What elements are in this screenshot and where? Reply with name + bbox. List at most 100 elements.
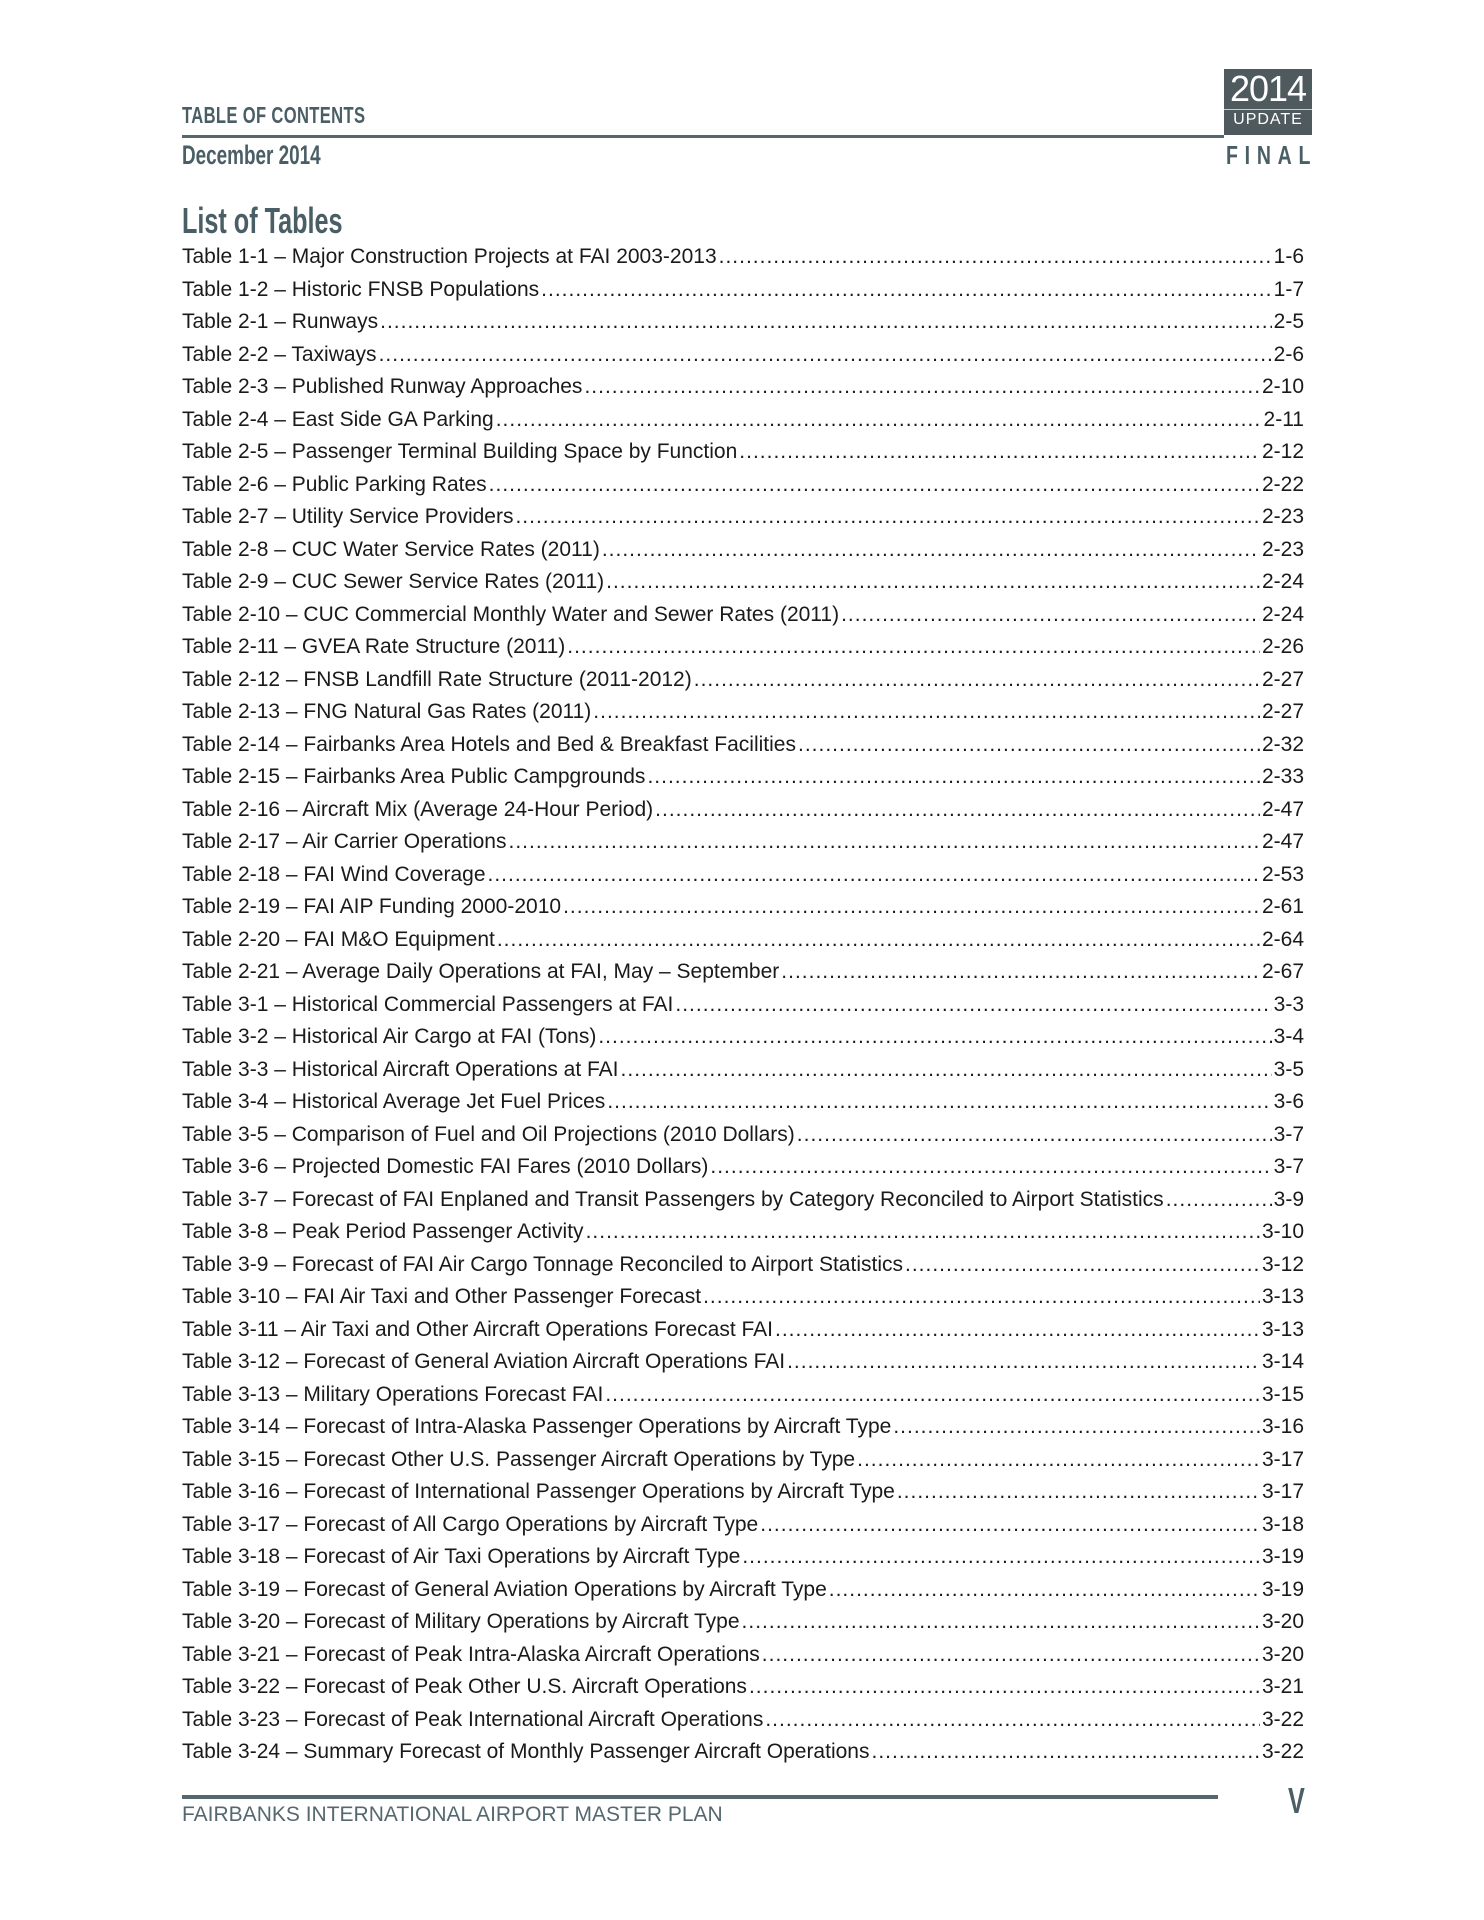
toc-entry[interactable]: Table 2-4 – East Side GA Parking 2-11 bbox=[182, 404, 1304, 437]
toc-entry-label[interactable]: Table 3-16 – Forecast of International P… bbox=[182, 1480, 895, 1503]
toc-entry-label[interactable]: Table 3-22 – Forecast of Peak Other U.S.… bbox=[182, 1675, 747, 1698]
toc-entry[interactable]: Table 3-24 – Summary Forecast of Monthly… bbox=[182, 1736, 1304, 1769]
toc-entry-label[interactable]: Table 1-2 – Historic FNSB Populations bbox=[182, 277, 540, 301]
toc-entry[interactable]: Table 3-13 – Military Operations Forecas… bbox=[182, 1379, 1304, 1412]
toc-entry[interactable]: Table 3-9 – Forecast of FAI Air Cargo To… bbox=[182, 1249, 1304, 1282]
toc-entry-label[interactable]: Table 2-6 – Public Parking Rates bbox=[182, 472, 487, 496]
toc-entry[interactable]: Table 2-9 – CUC Sewer Service Rates (201… bbox=[182, 566, 1304, 599]
toc-entry[interactable]: Table 3-3 – Historical Aircraft Operatio… bbox=[182, 1054, 1304, 1087]
toc-entry-label[interactable]: Table 3-14 – Forecast of Intra-Alaska Pa… bbox=[182, 1415, 892, 1438]
toc-entry-label[interactable]: Table 2-13 – FNG Natural Gas Rates (2011… bbox=[182, 700, 592, 723]
toc-entry[interactable]: Table 2-8 – CUC Water Service Rates (201… bbox=[182, 534, 1304, 567]
toc-entry-label[interactable]: Table 3-10 – FAI Air Taxi and Other Pass… bbox=[182, 1285, 702, 1308]
toc-entry-label[interactable]: Table 3-19 – Forecast of General Aviatio… bbox=[182, 1577, 827, 1601]
toc-entry-page: 3-9 bbox=[1273, 1187, 1304, 1211]
toc-entry-label[interactable]: Table 2-7 – Utility Service Providers bbox=[182, 505, 514, 528]
toc-entry-label[interactable]: Table 2-14 – Fairbanks Area Hotels and B… bbox=[182, 732, 796, 756]
toc-entry-label[interactable]: Table 3-21 – Forecast of Peak Intra-Alas… bbox=[182, 1642, 760, 1666]
toc-entry[interactable]: Table 2-2 – Taxiways 2-6 bbox=[182, 339, 1304, 372]
toc-entry[interactable]: Table 3-6 – Projected Domestic FAI Fares… bbox=[182, 1151, 1304, 1184]
toc-entry[interactable]: Table 3-17 – Forecast of All Cargo Opera… bbox=[182, 1509, 1304, 1542]
toc-entry[interactable]: Table 3-12 – Forecast of General Aviatio… bbox=[182, 1346, 1304, 1379]
toc-entry-label[interactable]: Table 3-7 – Forecast of FAI Enplaned and… bbox=[182, 1187, 1164, 1211]
toc-entry-label[interactable]: Table 2-10 – CUC Commercial Monthly Wate… bbox=[182, 602, 840, 626]
toc-entry-page: 2-27 bbox=[1261, 667, 1304, 691]
toc-entry[interactable]: Table 2-20 – FAI M&O Equipment 2-64 bbox=[182, 924, 1304, 957]
toc-entry-label[interactable]: Table 2-1 – Runways bbox=[182, 310, 379, 333]
toc-entry[interactable]: Table 1-1 – Major Construction Projects … bbox=[182, 241, 1304, 274]
toc-entry-label[interactable]: Table 3-13 – Military Operations Forecas… bbox=[182, 1382, 604, 1406]
toc-entry[interactable]: Table 3-23 – Forecast of Peak Internatio… bbox=[182, 1704, 1304, 1737]
toc-entry[interactable]: Table 3-8 – Peak Period Passenger Activi… bbox=[182, 1216, 1304, 1249]
toc-entry[interactable]: Table 2-19 – FAI AIP Funding 2000-2010 2-… bbox=[182, 891, 1304, 924]
toc-entry[interactable]: Table 2-16 – Aircraft Mix (Average 24-Ho… bbox=[182, 794, 1304, 827]
toc-entry-label[interactable]: Table 2-11 – GVEA Rate Structure (2011) bbox=[182, 635, 566, 658]
toc-entry[interactable]: Table 3-16 – Forecast of International P… bbox=[182, 1476, 1304, 1509]
toc-entry[interactable]: Table 2-14 – Fairbanks Area Hotels and B… bbox=[182, 729, 1304, 762]
toc-entry[interactable]: Table 3-2 – Historical Air Cargo at FAI … bbox=[182, 1021, 1304, 1054]
toc-entry-label[interactable]: Table 3-24 – Summary Forecast of Monthly… bbox=[182, 1740, 870, 1763]
toc-entry[interactable]: Table 2-12 – FNSB Landfill Rate Structur… bbox=[182, 664, 1304, 697]
toc-entry-label[interactable]: Table 3-18 – Forecast of Air Taxi Operat… bbox=[182, 1545, 741, 1568]
toc-entry-label[interactable]: Table 2-18 – FAI Wind Coverage bbox=[182, 862, 486, 886]
toc-entry-label[interactable]: Table 3-8 – Peak Period Passenger Activi… bbox=[182, 1220, 584, 1243]
toc-entry-label[interactable]: Table 3-3 – Historical Aircraft Operatio… bbox=[182, 1057, 619, 1081]
toc-entry-label[interactable]: Table 2-8 – CUC Water Service Rates (201… bbox=[182, 537, 600, 561]
toc-entry-label[interactable]: Table 3-4 – Historical Average Jet Fuel … bbox=[182, 1090, 606, 1113]
toc-entry[interactable]: Table 2-15 – Fairbanks Area Public Campg… bbox=[182, 761, 1304, 794]
toc-entry[interactable]: Table 2-18 – FAI Wind Coverage 2-53 bbox=[182, 859, 1304, 892]
toc-entry-page: 2-10 bbox=[1261, 375, 1304, 398]
toc-entry[interactable]: Table 2-7 – Utility Service Providers 2-2… bbox=[182, 501, 1304, 534]
toc-entry-label[interactable]: Table 3-15 – Forecast Other U.S. Passeng… bbox=[182, 1447, 856, 1471]
toc-entry-label[interactable]: Table 3-5 – Comparison of Fuel and Oil P… bbox=[182, 1122, 795, 1146]
toc-entry[interactable]: Table 2-17 – Air Carrier Operations 2-47 bbox=[182, 826, 1304, 859]
toc-entry[interactable]: Table 3-20 – Forecast of Military Operat… bbox=[182, 1606, 1304, 1639]
toc-entry[interactable]: Table 3-11 – Air Taxi and Other Aircraft… bbox=[182, 1314, 1304, 1347]
toc-entry[interactable]: Table 3-21 – Forecast of Peak Intra-Alas… bbox=[182, 1639, 1304, 1672]
toc-entry[interactable]: Table 3-18 – Forecast of Air Taxi Operat… bbox=[182, 1541, 1304, 1574]
toc-entry-label[interactable]: Table 2-15 – Fairbanks Area Public Campg… bbox=[182, 765, 646, 788]
toc-entry[interactable]: Table 3-22 – Forecast of Peak Other U.S.… bbox=[182, 1671, 1304, 1704]
toc-entry-label[interactable]: Table 2-2 – Taxiways bbox=[182, 342, 377, 366]
toc-entry[interactable]: Table 3-1 – Historical Commercial Passen… bbox=[182, 989, 1304, 1022]
toc-entry-label[interactable]: Table 1-1 – Major Construction Projects … bbox=[182, 245, 717, 268]
toc-entry-label[interactable]: Table 2-20 – FAI M&O Equipment bbox=[182, 927, 495, 951]
toc-entry-label[interactable]: Table 2-19 – FAI AIP Funding 2000-2010 bbox=[182, 895, 562, 918]
toc-entry-label[interactable]: Table 3-6 – Projected Domestic FAI Fares… bbox=[182, 1155, 709, 1178]
dot-leader bbox=[675, 989, 1271, 1022]
toc-entry-label[interactable]: Table 3-11 – Air Taxi and Other Aircraft… bbox=[182, 1317, 774, 1341]
toc-entry-label[interactable]: Table 2-5 – Passenger Terminal Building … bbox=[182, 440, 738, 463]
toc-entry[interactable]: Table 3-7 – Forecast of FAI Enplaned and… bbox=[182, 1184, 1304, 1217]
toc-entry[interactable]: Table 3-14 – Forecast of Intra-Alaska Pa… bbox=[182, 1411, 1304, 1444]
toc-entry[interactable]: Table 2-21 – Average Daily Operations at… bbox=[182, 956, 1304, 989]
toc-entry-label[interactable]: Table 3-17 – Forecast of All Cargo Opera… bbox=[182, 1512, 759, 1536]
toc-entry-label[interactable]: Table 3-20 – Forecast of Military Operat… bbox=[182, 1610, 740, 1633]
toc-entry-label[interactable]: Table 2-16 – Aircraft Mix (Average 24-Ho… bbox=[182, 797, 654, 821]
toc-entry[interactable]: Table 2-5 – Passenger Terminal Building … bbox=[182, 436, 1304, 469]
toc-entry[interactable]: Table 3-4 – Historical Average Jet Fuel … bbox=[182, 1086, 1304, 1119]
toc-entry[interactable]: Table 2-3 – Published Runway Approaches 2… bbox=[182, 371, 1304, 404]
toc-entry-label[interactable]: Table 3-9 – Forecast of FAI Air Cargo To… bbox=[182, 1252, 903, 1276]
toc-entry[interactable]: Table 3-5 – Comparison of Fuel and Oil P… bbox=[182, 1119, 1304, 1152]
toc-entry[interactable]: Table 3-19 – Forecast of General Aviatio… bbox=[182, 1574, 1304, 1607]
toc-entry-label[interactable]: Table 3-23 – Forecast of Peak Internatio… bbox=[182, 1707, 764, 1731]
toc-entry-label[interactable]: Table 3-1 – Historical Commercial Passen… bbox=[182, 992, 674, 1016]
toc-entry-label[interactable]: Table 3-12 – Forecast of General Aviatio… bbox=[182, 1350, 786, 1373]
toc-entry-label[interactable]: Table 3-2 – Historical Air Cargo at FAI … bbox=[182, 1025, 597, 1048]
toc-entry[interactable]: Table 2-10 – CUC Commercial Monthly Wate… bbox=[182, 599, 1304, 632]
toc-entry[interactable]: Table 2-13 – FNG Natural Gas Rates (2011… bbox=[182, 696, 1304, 729]
toc-entry[interactable]: Table 2-11 – GVEA Rate Structure (2011) 2… bbox=[182, 631, 1304, 664]
toc-entry-label[interactable]: Table 2-17 – Air Carrier Operations bbox=[182, 830, 507, 853]
toc-entry-label[interactable]: Table 2-12 – FNSB Landfill Rate Structur… bbox=[182, 667, 692, 691]
dot-leader bbox=[647, 761, 1260, 794]
toc-entry-label[interactable]: Table 2-4 – East Side GA Parking bbox=[182, 407, 494, 431]
toc-entry-page: 2-67 bbox=[1261, 960, 1304, 983]
toc-entry[interactable]: Table 2-1 – Runways 2-5 bbox=[182, 306, 1304, 339]
toc-entry[interactable]: Table 3-10 – FAI Air Taxi and Other Pass… bbox=[182, 1281, 1304, 1314]
toc-entry-label[interactable]: Table 2-3 – Published Runway Approaches bbox=[182, 375, 583, 398]
toc-entry-label[interactable]: Table 2-9 – CUC Sewer Service Rates (201… bbox=[182, 570, 605, 593]
toc-entry-label[interactable]: Table 2-21 – Average Daily Operations at… bbox=[182, 960, 780, 983]
toc-entry[interactable]: Table 1-2 – Historic FNSB Populations 1-7 bbox=[182, 274, 1304, 307]
toc-entry[interactable]: Table 2-6 – Public Parking Rates 2-22 bbox=[182, 469, 1304, 502]
toc-entry[interactable]: Table 3-15 – Forecast Other U.S. Passeng… bbox=[182, 1444, 1304, 1477]
